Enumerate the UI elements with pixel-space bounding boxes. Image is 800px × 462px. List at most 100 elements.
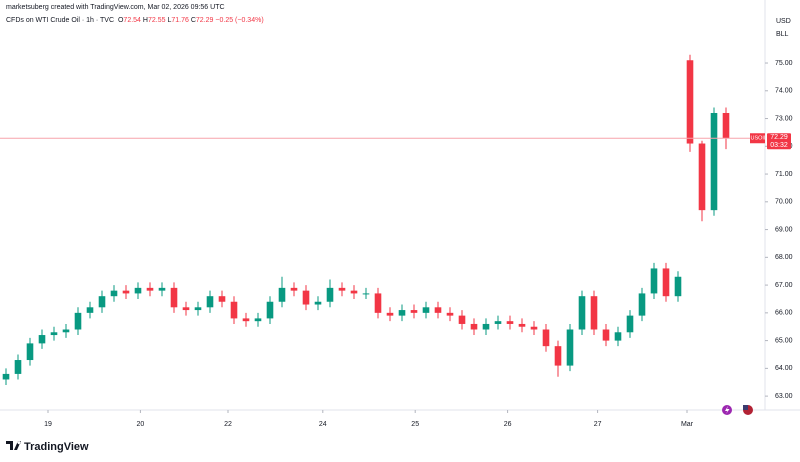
y-tick-label: 74.00	[775, 88, 793, 95]
candle-body	[218, 296, 226, 302]
candle-body	[170, 287, 178, 308]
logo-text: TradingView	[24, 441, 89, 453]
tradingview-logo: TradingView	[6, 441, 89, 453]
x-tick-label: Mar	[681, 421, 694, 428]
candle-body	[182, 307, 190, 311]
candle-body	[530, 326, 538, 330]
candle-body	[410, 310, 418, 313]
y-tick-label: 75.00	[775, 60, 793, 67]
candle-body	[14, 360, 22, 374]
open-label: O	[118, 17, 124, 24]
candle-body	[134, 287, 142, 294]
candle-body	[230, 301, 238, 319]
symbol-tag	[750, 133, 765, 144]
candle-body	[314, 301, 322, 305]
candle-body	[98, 296, 106, 308]
candle-body	[278, 287, 286, 302]
candle-body	[722, 112, 730, 139]
candle-body	[578, 296, 586, 330]
y-tick-label: 71.00	[775, 171, 793, 178]
candle-body	[650, 268, 658, 294]
candle-body	[542, 329, 550, 347]
x-tick-label: 20	[137, 421, 145, 428]
y-tick-label: 69.00	[775, 226, 793, 233]
y-tick-label: 65.00	[775, 337, 793, 344]
candle-body	[254, 318, 262, 322]
candle-body	[50, 332, 58, 336]
event-icon-glyph	[725, 406, 730, 414]
candle-body	[350, 290, 358, 294]
candle-body	[482, 323, 490, 330]
candle-body	[398, 310, 406, 316]
candle-body	[518, 323, 526, 327]
high-value: 72.55	[148, 17, 166, 24]
credit: marketsuberg created with TradingView.co…	[6, 4, 225, 11]
candle-body	[506, 321, 514, 324]
x-tick-label: 19	[44, 421, 52, 428]
low-value: 71.76	[171, 17, 189, 24]
x-tick-label: 27	[594, 421, 602, 428]
candle-body	[194, 307, 202, 311]
candle-body	[362, 293, 370, 295]
candle-body	[566, 329, 574, 366]
symbol-tag-label: USOIL	[751, 136, 768, 142]
candle-body	[626, 315, 634, 333]
candle-body	[470, 323, 478, 330]
candle-body	[74, 312, 82, 330]
candle-body	[554, 346, 562, 366]
candle-body	[602, 329, 610, 341]
candle-body	[326, 287, 334, 302]
y-tick-label: 63.00	[775, 393, 793, 400]
candle-body	[638, 293, 646, 316]
close-value: 72.29	[196, 17, 214, 24]
candle-body	[38, 335, 46, 344]
candle-body	[374, 293, 382, 313]
candle-body	[434, 307, 442, 313]
candle-body	[698, 143, 706, 211]
candle-body	[2, 373, 10, 380]
candle-body	[446, 312, 454, 316]
candle-body	[242, 318, 250, 322]
flag-canton	[743, 405, 748, 410]
candle-body	[494, 321, 502, 324]
symbol: CFDs on WTI Crude Oil · 1h · TVC	[6, 17, 114, 24]
low-label: L	[167, 17, 171, 24]
candle-body	[614, 332, 622, 341]
y-tick-label: 70.00	[775, 199, 793, 206]
y-tick-label: 73.00	[775, 115, 793, 122]
y-tick-label: 66.00	[775, 310, 793, 317]
candle-body	[158, 287, 166, 291]
candle-body	[338, 287, 346, 291]
open-value: 72.54	[123, 17, 141, 24]
candle-body	[590, 296, 598, 330]
candle-body	[86, 307, 94, 313]
candle-body	[146, 287, 154, 291]
candle-body	[26, 343, 34, 361]
x-tick-label: 24	[319, 421, 327, 428]
y-tick-label: 68.00	[775, 254, 793, 261]
high-label: H	[143, 17, 148, 24]
candle-body	[290, 287, 298, 291]
price-tag-countdown: 03:32	[770, 142, 788, 149]
x-tick-label: 22	[224, 421, 232, 428]
legend: CFDs on WTI Crude Oil · 1h · TVC O72.54 …	[6, 17, 264, 24]
candle-body	[422, 307, 430, 313]
candle-body	[674, 276, 682, 297]
candle-body	[686, 60, 694, 144]
candle-body	[458, 315, 466, 324]
logo-mark	[6, 441, 21, 450]
close-label: C	[191, 17, 196, 24]
price-tag	[767, 133, 791, 150]
candle-body	[62, 329, 70, 333]
y-tick-label: 64.00	[775, 365, 793, 372]
candle-body	[110, 290, 118, 297]
candle-body	[302, 290, 310, 305]
candle-body	[386, 312, 394, 316]
candle-body	[122, 290, 130, 294]
price-tag-value: 72.29	[770, 134, 788, 141]
x-tick-label: 25	[411, 421, 419, 428]
event-icons	[722, 405, 753, 415]
candle-body	[266, 301, 274, 319]
change: −0.25 (−0.34%)	[215, 17, 263, 24]
